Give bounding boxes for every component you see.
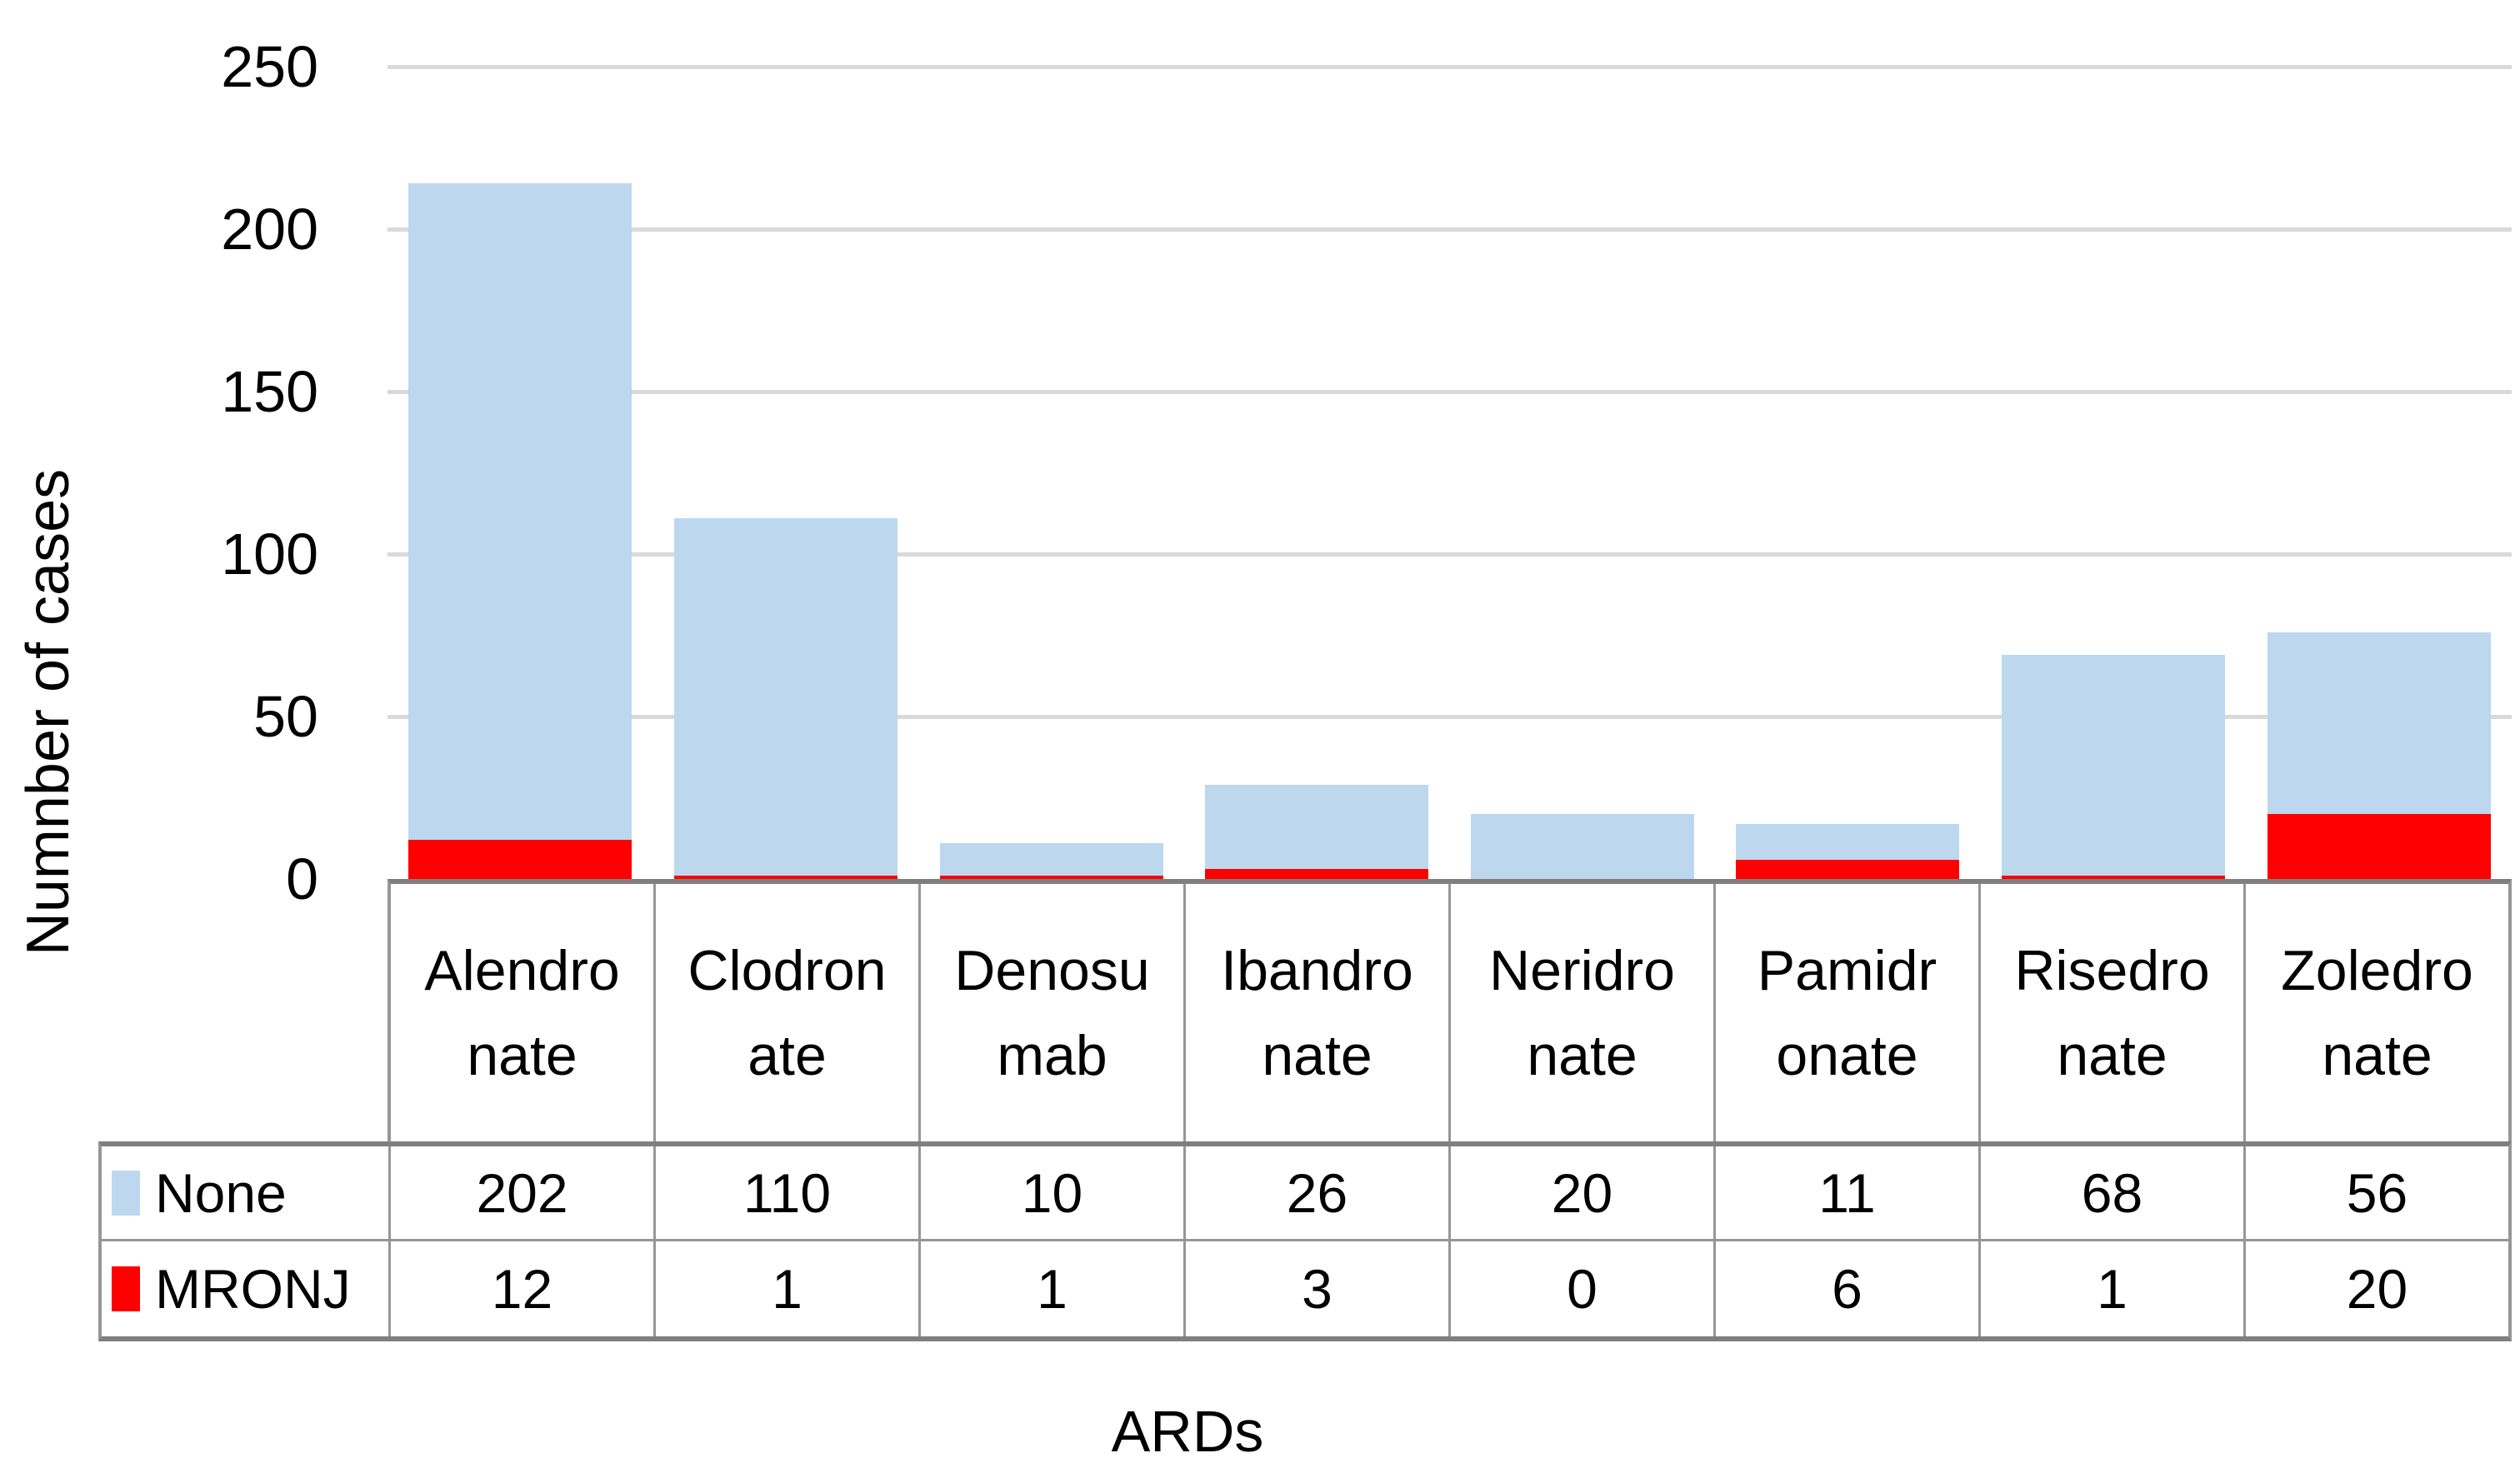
bar-segment-none-alendronate (408, 183, 632, 841)
value-none-ibandronate: 26 (1186, 1146, 1451, 1239)
y-tick-label-50: 50 (253, 684, 318, 749)
legend-swatch-none (112, 1170, 140, 1216)
category-label-line: nate (1262, 1023, 1372, 1087)
x-axis-title: ARDs (1111, 1399, 1264, 1464)
bar-segment-none-risedronate (2002, 654, 2226, 876)
table-row-mronj: MRONJ 12 1 1 3 0 6 1 20 (98, 1239, 2512, 1341)
legend-cell-none: None (102, 1146, 391, 1239)
bar-segment-none-pamidronate (1736, 823, 1960, 860)
legend-label-none: None (155, 1161, 287, 1224)
category-header-pamidronate: Pamidr onate (1716, 884, 1981, 1141)
value-mronj-ibandronate: 3 (1186, 1241, 1451, 1336)
category-label-line: Alendro (424, 938, 620, 1002)
value-mronj-zoledronate: 20 (2346, 1258, 2408, 1320)
category-header-risedronate: Risedro nate (1981, 884, 2246, 1141)
category-label-line: ate (748, 1023, 827, 1087)
gridline-150 (388, 389, 2512, 394)
bar-segment-mronj-pamidronate (1736, 859, 1960, 879)
bar-segment-none-zoledronate (2267, 632, 2491, 814)
table-row-none: None 202 110 10 26 20 11 68 56 (98, 1141, 2512, 1239)
category-label-line: Ibandro (1221, 938, 1413, 1002)
bar-segment-mronj-clodronate (673, 876, 898, 879)
category-label-line: onate (1776, 1023, 1918, 1087)
category-label-line: Neridro (1489, 938, 1675, 1002)
category-label-line: nate (2322, 1023, 2432, 1087)
value-none-risedronate: 68 (1981, 1146, 2246, 1239)
category-label-line: nate (467, 1023, 578, 1087)
value-mronj-clodronate: 1 (656, 1241, 921, 1336)
category-header-neridronate: Neridro nate (1451, 884, 1716, 1141)
category-label-line: Pamidr (1757, 938, 1938, 1002)
table-header-row: Alendro nate Clodron ate Denosu mab Ibandro nat… (388, 879, 2512, 1141)
value-none-neridronate: 20 (1451, 1146, 1716, 1239)
category-label-line: nate (1527, 1023, 1638, 1087)
legend-cell-mronj: MRONJ (102, 1241, 391, 1336)
category-label-line: Denosu (954, 938, 1150, 1002)
value-mronj-risedronate: 1 (1981, 1241, 2246, 1336)
value-none-denosumab: 10 (921, 1146, 1186, 1239)
category-header-clodronate: Clodron ate (656, 884, 921, 1141)
gridline-50 (388, 714, 2512, 719)
bar-segment-none-neridronate (1470, 814, 1694, 879)
y-tick-label-150: 150 (221, 359, 318, 424)
value-none-zoledronate: 56 (2346, 1161, 2408, 1224)
bar-segment-none-denosumab (939, 843, 1163, 876)
value-mronj-neridronate: 0 (1451, 1241, 1716, 1336)
y-tick-label-200: 200 (221, 197, 318, 262)
value-mronj-alendronate: 12 (391, 1241, 656, 1336)
category-header-alendronate: Alendro nate (391, 884, 656, 1141)
bar-segment-mronj-denosumab (939, 876, 1163, 879)
value-mronj-denosumab: 1 (921, 1241, 1186, 1336)
value-none-pamidronate: 11 (1716, 1146, 1981, 1239)
legend-label-mronj: MRONJ (155, 1258, 351, 1320)
bar-segment-mronj-risedronate (2002, 876, 2226, 879)
value-none-clodronate: 110 (656, 1146, 921, 1239)
category-label-line: mab (997, 1023, 1108, 1087)
gridline-250 (388, 64, 2512, 69)
category-label-line: Clodron (688, 938, 887, 1002)
value-mronj-pamidronate: 6 (1716, 1241, 1981, 1336)
category-header-zoledronate: Zoledro nate (2246, 884, 2508, 1141)
bar-segment-none-clodronate (673, 518, 898, 876)
gridline-100 (388, 552, 2512, 557)
category-header-ibandronate: Ibandro nate (1186, 884, 1451, 1141)
value-none-alendronate: 202 (391, 1146, 656, 1239)
category-label-line: nate (2057, 1023, 2168, 1087)
gridline-200 (388, 227, 2512, 232)
y-tick-label-100: 100 (221, 522, 318, 587)
legend-swatch-mronj (112, 1266, 140, 1311)
bar-segment-mronj-ibandronate (1205, 869, 1429, 879)
category-label-line: Risedro (2014, 938, 2210, 1002)
y-tick-label-0: 0 (286, 846, 318, 911)
bar-segment-mronj-alendronate (408, 840, 632, 879)
category-label-line: Zoledro (2281, 938, 2473, 1002)
category-header-denosumab: Denosu mab (921, 884, 1186, 1141)
y-tick-label-250: 250 (221, 34, 318, 99)
bar-segment-none-ibandronate (1205, 784, 1429, 870)
y-axis-title: Numnber of cases (15, 468, 82, 956)
bar-segment-mronj-zoledronate (2267, 814, 2491, 879)
